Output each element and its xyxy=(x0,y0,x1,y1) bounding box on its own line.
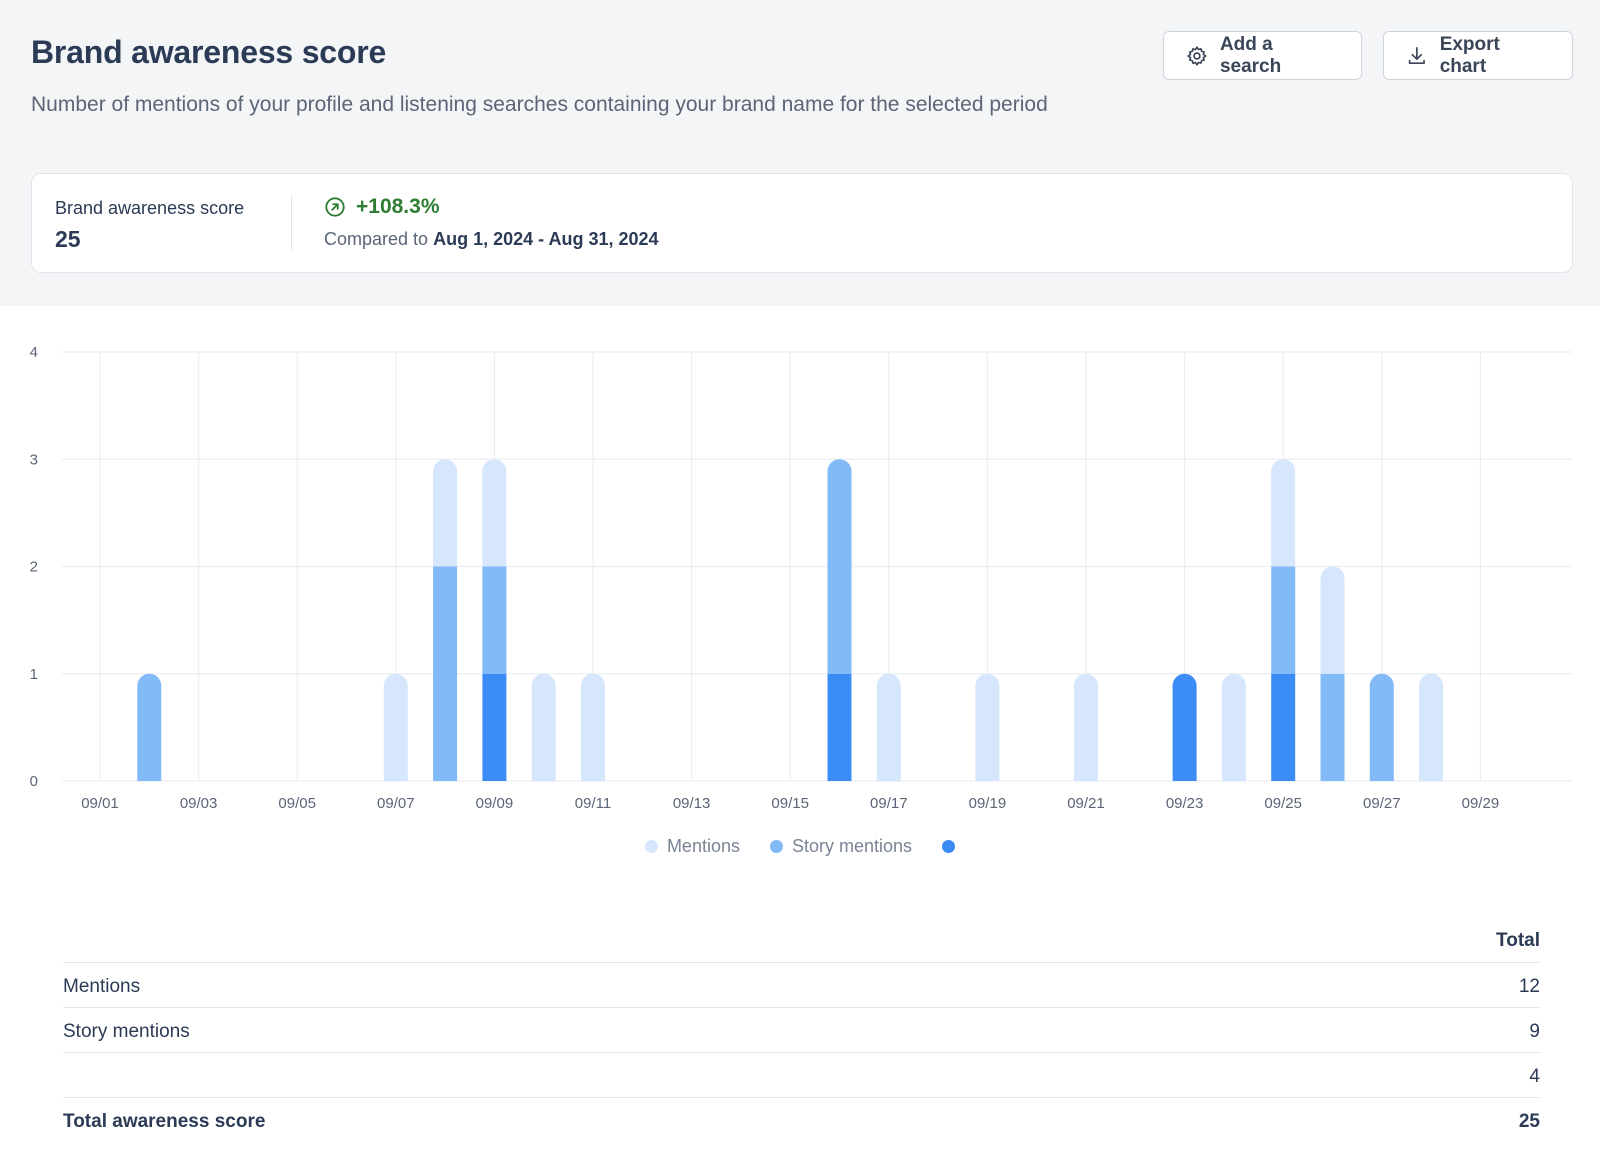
change-row: +108.3% xyxy=(324,195,440,219)
y-tick-label: 0 xyxy=(30,773,38,790)
compare-range: Aug 1, 2024 - Aug 31, 2024 xyxy=(433,229,659,249)
chart-area: 0 1 2 3 4 09/01 09/03 09/05 09/07 09/09 09/11 09/13… xyxy=(0,306,1600,866)
table-total-row: Total awareness score 25 xyxy=(63,1098,1540,1143)
table-row-value: 9 xyxy=(1529,1021,1540,1042)
x-tick-label: 09/13 xyxy=(673,795,711,812)
table-row-name: Story mentions xyxy=(63,1021,190,1042)
x-tick-label: 09/05 xyxy=(278,795,316,812)
table-row: 4 xyxy=(63,1053,1540,1098)
x-tick-label: 09/01 xyxy=(81,795,119,812)
bar-segment-third-series xyxy=(1271,673,1296,781)
gear-icon xyxy=(1186,45,1207,66)
bar-segment-mentions xyxy=(1320,566,1345,674)
legend-item-mentions[interactable]: Mentions xyxy=(644,836,740,857)
table-row: Story mentions 9 xyxy=(63,1008,1540,1053)
x-tick-label: 09/11 xyxy=(575,795,611,812)
table-row-name: Mentions xyxy=(63,976,141,997)
x-tick-label: 09/07 xyxy=(377,795,415,812)
bar-segment-mentions xyxy=(383,673,408,781)
table-row: Mentions 12 xyxy=(63,963,1540,1008)
y-tick-label: 1 xyxy=(30,666,38,683)
legend-dot-third-series xyxy=(942,840,956,853)
bar-segment-mentions xyxy=(1419,673,1444,781)
bar-segment-mentions xyxy=(876,673,901,781)
table-row-value: 12 xyxy=(1518,976,1540,997)
x-tick-label: 09/17 xyxy=(870,795,908,812)
bar-segment-story-mentions xyxy=(1369,673,1394,781)
bar-segment-mentions xyxy=(581,673,605,781)
x-tick-label: 09/25 xyxy=(1264,795,1302,812)
bar-segment-mentions xyxy=(1074,673,1098,781)
bar-segment-mentions xyxy=(482,459,507,567)
table-total-name: Total awareness score xyxy=(63,1111,266,1132)
x-tick-label: 09/21 xyxy=(1067,795,1105,812)
legend-label-mentions: Mentions xyxy=(666,836,740,856)
totals-table: Total Mentions 12 Story mentions 9 4 Tot… xyxy=(63,918,1540,1143)
legend-dot-mentions xyxy=(644,840,658,853)
bar-segment-mentions xyxy=(531,673,556,781)
x-tick-label: 09/27 xyxy=(1363,795,1401,812)
table-header: Total xyxy=(63,918,1540,963)
legend-label-story-mentions: Story mentions xyxy=(791,836,913,856)
bar-segment-mentions xyxy=(975,673,1000,781)
trend-up-icon xyxy=(325,197,345,217)
summary-card: Brand awareness score 25 +108.3% Compare… xyxy=(31,173,1573,273)
compare-prefix: Compared to xyxy=(324,229,429,249)
table-header-total: Total xyxy=(1496,930,1540,951)
summary-divider xyxy=(291,196,292,250)
x-tick-label: 09/29 xyxy=(1462,795,1500,812)
table-row-value: 4 xyxy=(1529,1066,1540,1087)
export-chart-button[interactable]: Export chart xyxy=(1383,31,1573,80)
compare-text: Compared to Aug 1, 2024 - Aug 31, 2024 xyxy=(324,229,659,250)
bar-segment-story-mentions xyxy=(137,673,162,781)
x-tick-label: 09/03 xyxy=(180,795,218,812)
add-search-button[interactable]: Add a search xyxy=(1163,31,1362,80)
y-tick-label: 3 xyxy=(30,451,38,468)
bar-chart: 0 1 2 3 4 09/01 09/03 09/05 09/07 09/09 09/11 09/13… xyxy=(30,344,1572,812)
page-title: Brand awareness score xyxy=(31,34,387,70)
bar-segment-mentions xyxy=(433,459,458,567)
y-tick-label: 4 xyxy=(30,344,38,361)
legend-item-third-series[interactable] xyxy=(942,836,956,857)
table-total-value: 25 xyxy=(1518,1111,1540,1132)
bar-segment-third-series xyxy=(827,673,852,781)
bar-segment-story-mentions xyxy=(482,566,507,674)
bar-segment-story-mentions xyxy=(433,566,458,781)
summary-value: 25 xyxy=(55,226,81,252)
x-tick-label: 09/09 xyxy=(476,795,514,812)
summary-label: Brand awareness score xyxy=(55,198,245,218)
x-tick-label: 09/23 xyxy=(1166,795,1204,812)
bar-segment-story-mentions xyxy=(1320,673,1345,781)
legend-item-story-mentions[interactable]: Story mentions xyxy=(769,836,913,857)
add-search-label: Add a search xyxy=(1219,33,1282,77)
bar-segment-third-series xyxy=(482,673,507,781)
bar-segment-mentions xyxy=(1271,459,1296,567)
x-tick-label: 09/19 xyxy=(969,795,1007,812)
header-section: Brand awareness score Number of mentions… xyxy=(0,0,1600,306)
export-chart-label: Export chart xyxy=(1439,33,1500,77)
page-subtitle: Number of mentions of your profile and l… xyxy=(31,93,1048,116)
y-tick-label: 2 xyxy=(30,559,38,576)
legend-dot-story-mentions xyxy=(769,840,783,853)
bar-segment-third-series xyxy=(1172,673,1197,781)
chart-legend: Mentions Story mentions xyxy=(0,836,1600,857)
download-icon xyxy=(1408,46,1425,64)
change-value: +108.3% xyxy=(356,195,440,218)
x-tick-label: 09/15 xyxy=(771,795,809,812)
bar-segment-mentions xyxy=(1221,673,1246,781)
bar-segment-story-mentions xyxy=(827,459,852,674)
bar-segment-story-mentions xyxy=(1271,566,1296,674)
